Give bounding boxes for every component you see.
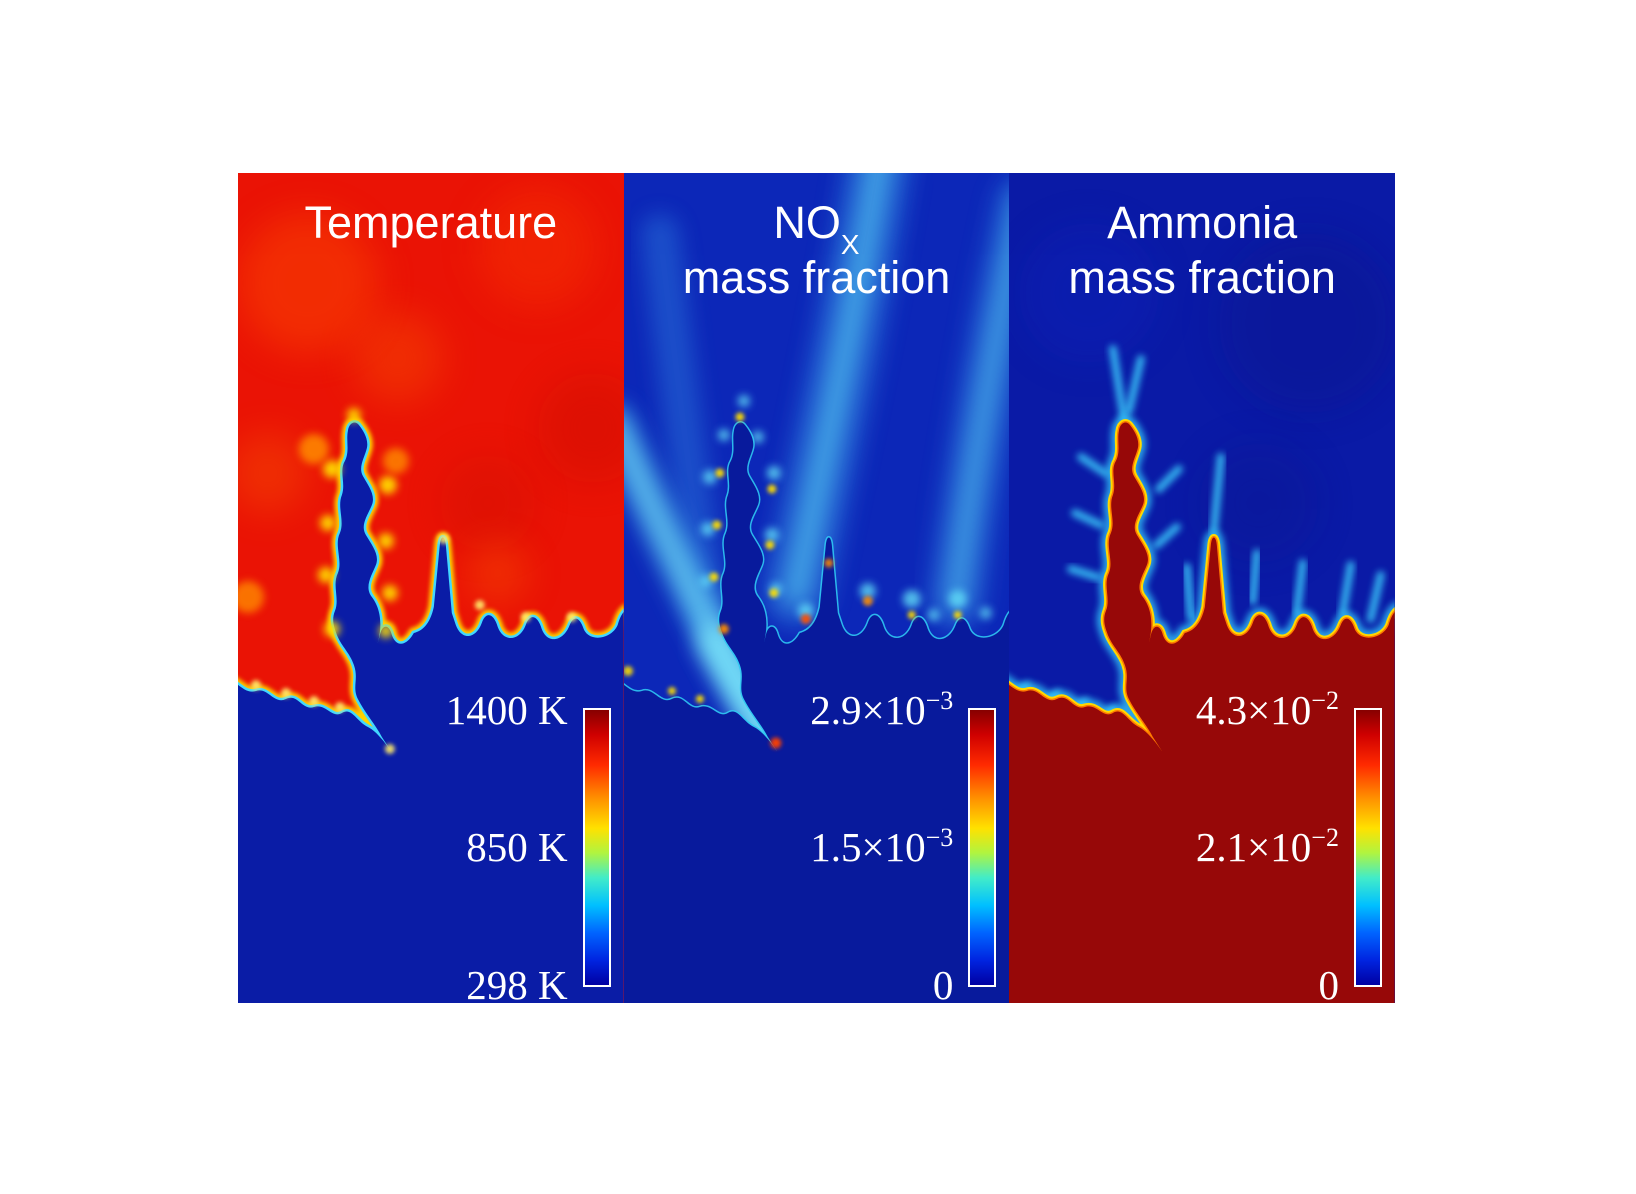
nox-colorbar — [968, 708, 997, 987]
nox-field-image — [623, 173, 1010, 1003]
ammonia-colorbar — [1353, 708, 1382, 987]
ammonia-colorbar-max-label: 4.3×10−2 — [1195, 686, 1339, 733]
ammonia-field-image — [1009, 173, 1395, 1003]
simulation-figure: Temperature 1400 K 850 K 298 K NOX mass f… — [238, 173, 1395, 1003]
temperature-colorbar-mid-label: 850 K — [466, 824, 568, 870]
panel-temperature: Temperature 1400 K 850 K 298 K — [238, 173, 624, 1003]
ammonia-colorbar-mid-label: 2.1×10−2 — [1195, 823, 1339, 870]
nox-subscript: X — [840, 229, 860, 261]
field-svg — [1009, 173, 1395, 1003]
temperature-colorbar-min-label: 298 K — [466, 962, 568, 1003]
temperature-colorbar-max-label: 1400 K — [445, 687, 568, 733]
panel-ammonia: Ammonia mass fraction 4.3×10−2 2.1×10−2 0 — [1009, 173, 1395, 1003]
nox-colorbar-max-label: 2.9×10−3 — [810, 686, 954, 733]
field-svg — [238, 173, 624, 1003]
field-svg — [623, 173, 1010, 1003]
temperature-colorbar — [582, 708, 611, 987]
nox-title: NOX mass fraction — [682, 197, 951, 303]
temperature-title: Temperature — [304, 197, 558, 248]
ammonia-title: Ammonia mass fraction — [1068, 197, 1336, 303]
temperature-field-image — [238, 173, 624, 1003]
nox-colorbar-min-label: 0 — [932, 962, 954, 1003]
ammonia-colorbar-min-label: 0 — [1318, 962, 1339, 1003]
nox-colorbar-mid-label: 1.5×10−3 — [810, 823, 954, 870]
panel-nox: NOX mass fraction 2.9×10−3 1.5×10−3 0 — [623, 173, 1010, 1003]
